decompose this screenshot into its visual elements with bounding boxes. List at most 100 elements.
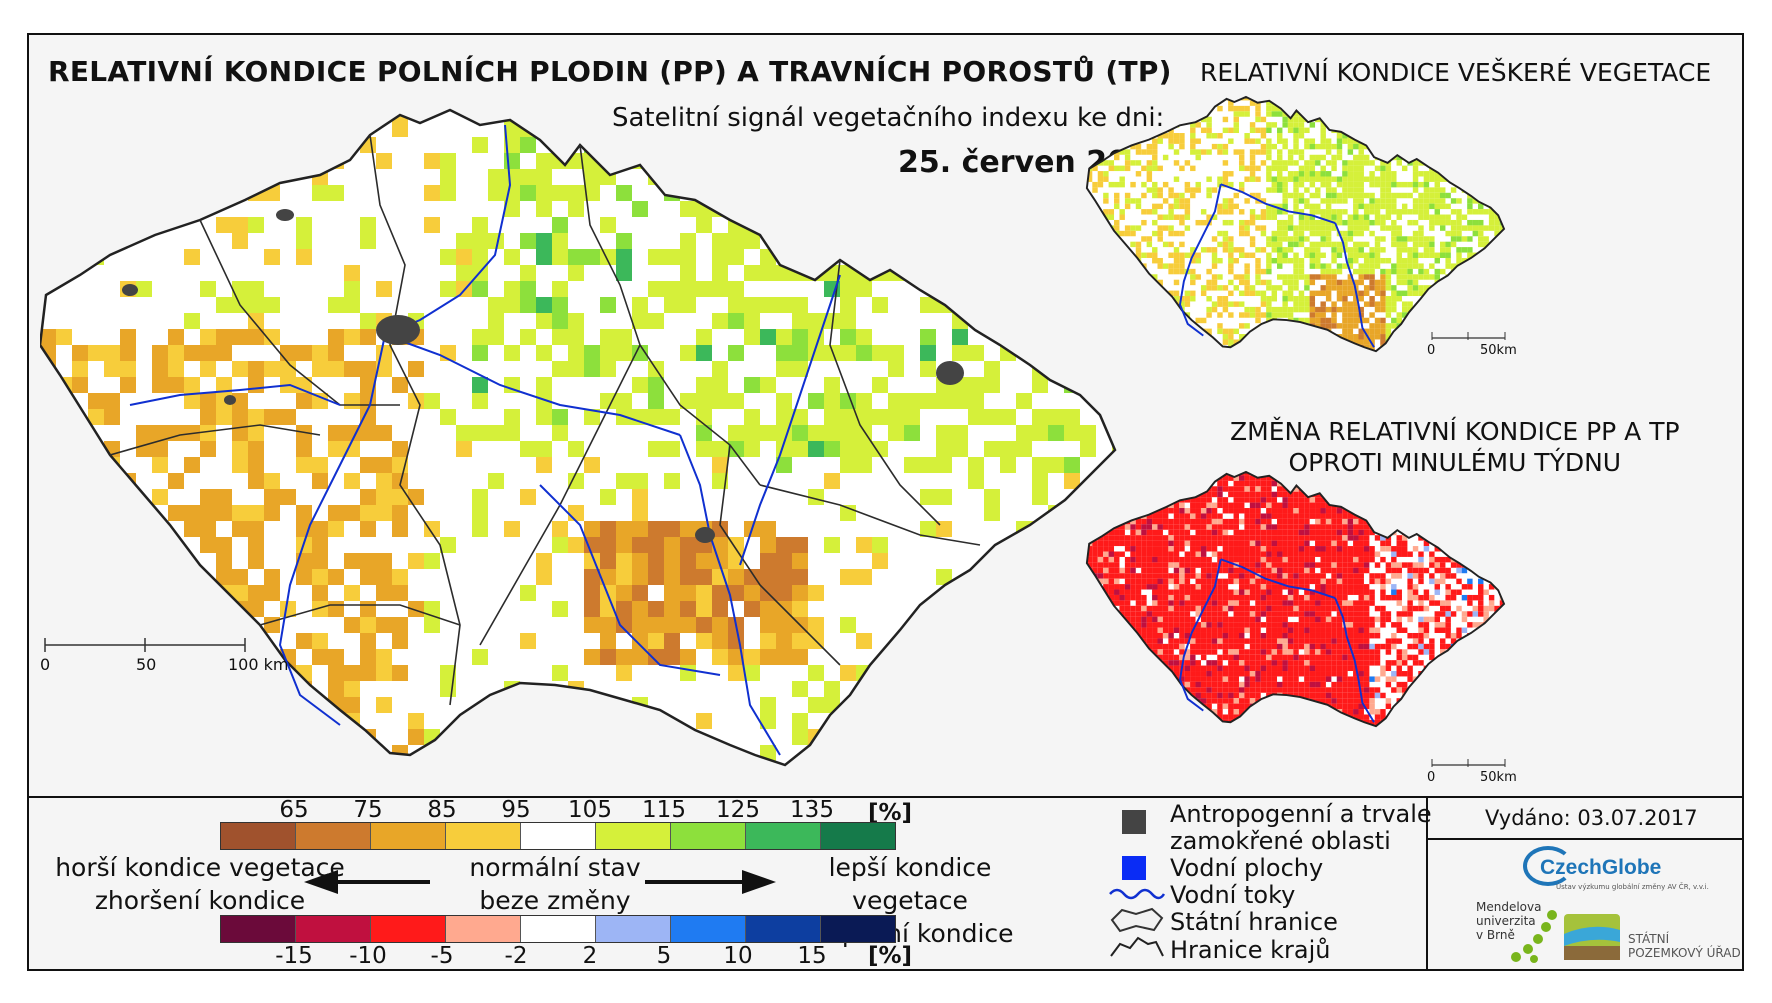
raster-cell: [1374, 513, 1381, 519]
raster-cell: [1249, 100, 1256, 106]
raster-cell: [1222, 529, 1229, 536]
raster-cell: [728, 201, 744, 217]
raster-cell: [1135, 149, 1142, 155]
raster-cell: [296, 569, 312, 585]
raster-cell: [1494, 143, 1500, 150]
raster-cell: [1184, 252, 1191, 258]
raster-cell: [312, 521, 328, 537]
raster-cell: [1032, 521, 1048, 537]
raster-cell: [1467, 350, 1473, 352]
raster-cell: [1521, 171, 1526, 176]
raster-cell: [1532, 111, 1535, 116]
raster-cell: [824, 377, 840, 393]
raster-cell: [312, 361, 328, 377]
raster-cell: [1179, 502, 1185, 509]
raster-cell: [1152, 105, 1158, 112]
raster-cell: [56, 217, 72, 233]
raster-cell: [40, 329, 56, 345]
raster-cell: [1146, 567, 1153, 574]
raster-cell: [1450, 508, 1457, 514]
raster-cell: [1124, 127, 1131, 134]
raster-cell: [1516, 312, 1521, 317]
raster-cell: [1532, 171, 1535, 176]
raster-cell: [184, 569, 200, 585]
raster-cell: [808, 617, 824, 633]
raster-cell: [1401, 192, 1408, 199]
raster-cell: [1320, 312, 1326, 318]
raster-cell: [1238, 323, 1245, 329]
raster-cell: [1206, 339, 1212, 345]
raster-cell: [1336, 252, 1343, 258]
raster-cell: [1429, 263, 1435, 269]
raster-cell: [1217, 296, 1223, 302]
raster-cell: [1249, 122, 1256, 128]
raster-cell: [1511, 106, 1516, 111]
raster-cell: [1488, 562, 1495, 568]
raster-cell: [1429, 551, 1435, 557]
raster-cell: [1260, 480, 1267, 487]
raster-cell: [1527, 231, 1532, 236]
raster-cell: [1249, 252, 1256, 258]
raster-cell: [1385, 203, 1392, 210]
raster-cell: [1434, 471, 1440, 476]
raster-cell: [1157, 236, 1163, 242]
raster-cell: [1347, 149, 1354, 155]
raster-cell: [1114, 471, 1120, 476]
raster-cell: [1152, 247, 1158, 253]
raster-cell: [1277, 475, 1283, 481]
raster-cell: [584, 361, 600, 377]
raster-cell: [1282, 567, 1288, 574]
raster-cell: [1450, 171, 1457, 177]
raster-cell: [1331, 268, 1337, 275]
raster-cell: [1315, 475, 1321, 481]
raster-cell: [1238, 209, 1245, 215]
raster-cell: [1282, 138, 1288, 144]
raster-cell: [1429, 122, 1435, 128]
raster-cell: [1532, 497, 1535, 502]
raster-cell: [1396, 317, 1402, 324]
raster-cell: [440, 153, 456, 169]
raster-cell: [1119, 513, 1125, 519]
raster-cell: [1287, 334, 1294, 340]
raster-cell: [1282, 100, 1288, 106]
raster-cell: [1483, 312, 1489, 318]
raster-cell: [1353, 524, 1359, 530]
raster-cell: [1521, 247, 1526, 252]
raster-cell: [344, 121, 360, 137]
raster-cell: [1418, 285, 1424, 291]
raster-cell: [1309, 230, 1316, 237]
raster-cell: [1461, 480, 1468, 487]
raster-cell: [1195, 181, 1201, 188]
raster-cell: [1179, 165, 1185, 172]
raster-cell: [184, 761, 200, 765]
raster-cell: [1331, 491, 1337, 498]
raster-cell: [1309, 480, 1316, 487]
raster-cell: [1298, 290, 1305, 297]
raster-cell: [1255, 268, 1261, 275]
raster-cell: [1516, 236, 1521, 241]
raster-cell: [1244, 165, 1250, 172]
raster-cell: [1527, 350, 1532, 355]
raster-cell: [1374, 247, 1381, 253]
raster-cell: [1152, 567, 1158, 574]
raster-cell: [1266, 497, 1272, 503]
raster-cell: [1532, 519, 1535, 524]
raster-cell: [1434, 257, 1440, 264]
raster-cell: [1358, 296, 1364, 302]
raster-cell: [1266, 268, 1272, 275]
raster-cell: [1266, 306, 1272, 313]
raster-cell: [1407, 285, 1413, 291]
raster-cell: [1429, 529, 1435, 536]
inset-bottom-title-line2: OPROTI MINULÉMU TÝDNU: [1288, 448, 1622, 477]
raster-cell: [1162, 241, 1169, 248]
raster-cell: [1103, 502, 1109, 509]
raster-cell: [1309, 497, 1316, 503]
raster-cell: [1363, 486, 1370, 492]
raster-cell: [1135, 540, 1142, 547]
raster-cell: [1527, 269, 1532, 274]
raster-cell: [1304, 567, 1310, 574]
raster-cell: [88, 201, 104, 217]
raster-cell: [1363, 350, 1370, 352]
raster-cell: [1467, 296, 1473, 302]
raster-cell: [1450, 296, 1457, 302]
